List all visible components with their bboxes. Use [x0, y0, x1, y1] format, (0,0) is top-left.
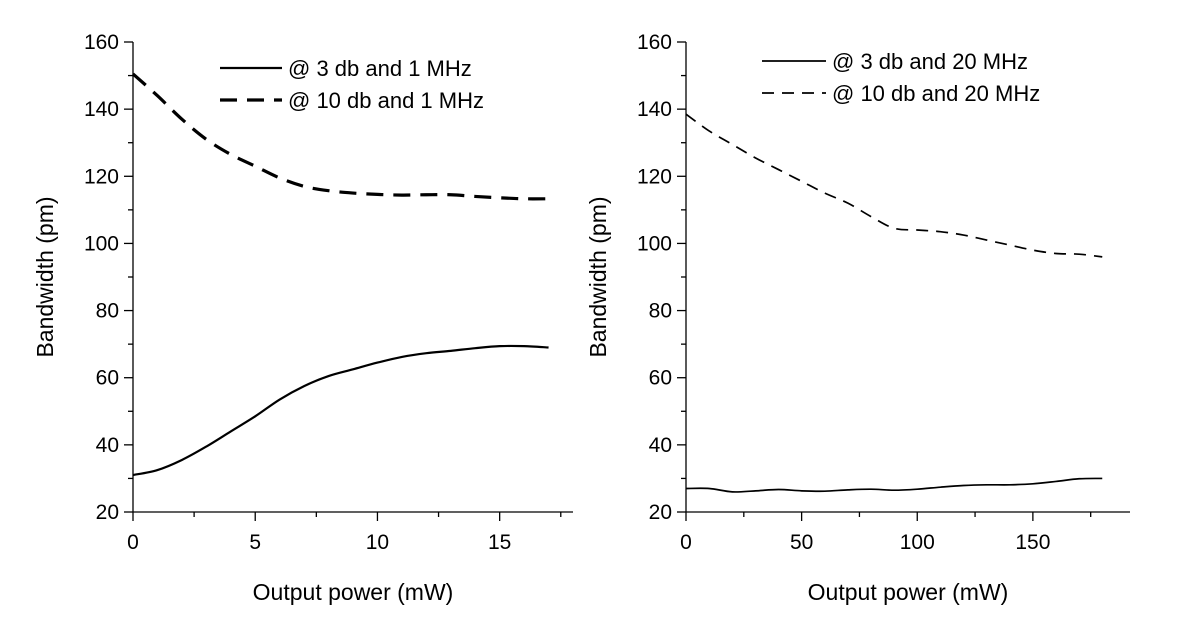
- x-tick-label: 100: [900, 531, 935, 554]
- series-line-dashed: [131, 72, 549, 201]
- y-tick-label: 60: [649, 367, 672, 390]
- series-line-dashed: [685, 113, 1103, 258]
- y-tick-label: 100: [637, 232, 672, 255]
- x-axis-title: Output power (mW): [253, 579, 454, 605]
- y-tick-label: 120: [84, 165, 119, 188]
- y-tick-label: 100: [84, 232, 119, 255]
- y-tick-label: 140: [84, 98, 119, 121]
- y-tick-label: 80: [649, 300, 672, 323]
- legend-label: @ 10 db and 20 MHz: [832, 81, 1040, 106]
- x-tick-label: 50: [790, 531, 813, 554]
- x-tick-label: 0: [127, 531, 139, 554]
- y-tick-label: 80: [96, 300, 119, 323]
- y-tick-label: 20: [649, 501, 672, 524]
- x-tick-label: 15: [488, 531, 511, 554]
- series-line-solid: [132, 344, 549, 477]
- x-tick-label: 5: [249, 531, 261, 554]
- x-tick-label: 0: [680, 531, 692, 554]
- y-tick-label: 120: [637, 165, 672, 188]
- x-tick-label: 10: [366, 531, 389, 554]
- chart-panel-1: 20 40 60 80 100 120 140 160 0 5 10 15 Output power (…: [32, 31, 573, 605]
- y-tick-label: 40: [649, 434, 672, 457]
- y-tick-label: 140: [637, 98, 672, 121]
- y-tick-label: 60: [96, 367, 119, 390]
- y-tick-label: 20: [96, 501, 119, 524]
- series-line-solid: [685, 477, 1103, 493]
- y-tick-label: 160: [84, 31, 119, 54]
- x-axis-title: Output power (mW): [808, 579, 1009, 605]
- y-axis-title: Bandwidth (pm): [585, 196, 611, 357]
- legend-label: @ 3 db and 1 MHz: [288, 56, 472, 81]
- y-axis-title: Bandwidth (pm): [32, 196, 58, 357]
- y-tick-label: 160: [637, 31, 672, 54]
- legend-label: @ 3 db and 20 MHz: [832, 49, 1028, 74]
- y-tick-label: 40: [96, 434, 119, 457]
- legend-label: @ 10 db and 1 MHz: [288, 88, 484, 113]
- chart-panel-2: 20 40 60 80 100 120 140 160 0 50 100 150 Output powe…: [585, 31, 1130, 605]
- x-tick-label: 150: [1015, 531, 1050, 554]
